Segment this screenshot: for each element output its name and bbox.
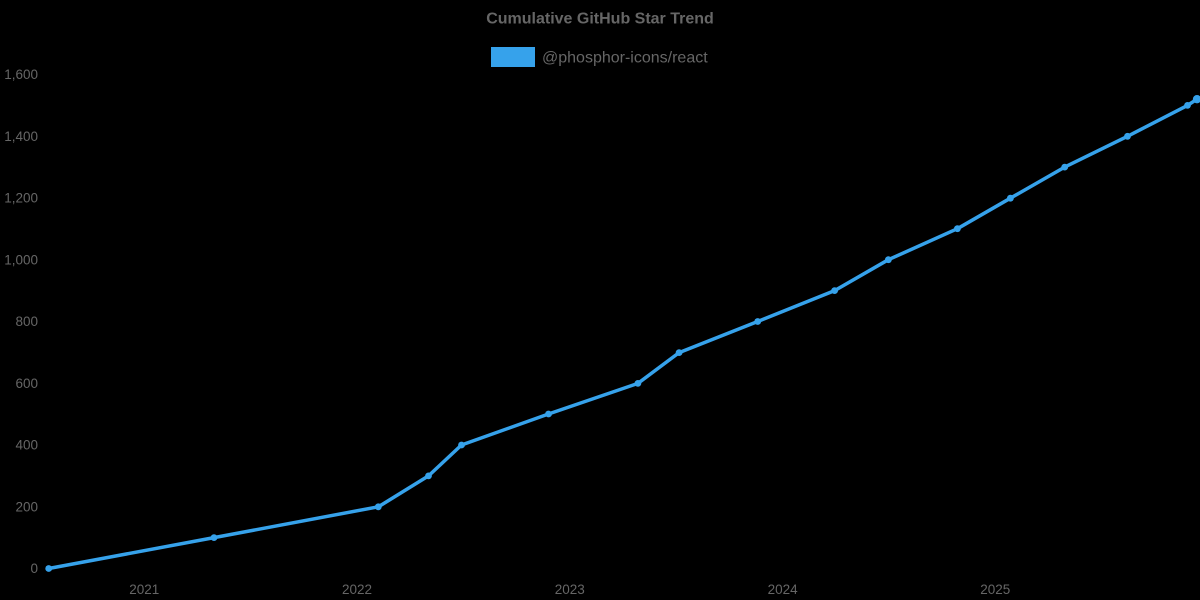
svg-text:2023: 2023 bbox=[555, 582, 585, 597]
svg-text:2024: 2024 bbox=[768, 582, 799, 597]
svg-text:1,400: 1,400 bbox=[4, 129, 38, 144]
svg-text:1,000: 1,000 bbox=[4, 252, 38, 267]
svg-text:2022: 2022 bbox=[342, 582, 372, 597]
svg-text:2025: 2025 bbox=[980, 582, 1010, 597]
svg-text:600: 600 bbox=[15, 376, 38, 391]
svg-text:2021: 2021 bbox=[129, 582, 159, 597]
svg-text:1,600: 1,600 bbox=[4, 67, 38, 82]
svg-text:1,200: 1,200 bbox=[4, 191, 38, 206]
svg-text:800: 800 bbox=[15, 314, 38, 329]
svg-text:@phosphor-icons/react: @phosphor-icons/react bbox=[542, 49, 708, 66]
svg-text:0: 0 bbox=[30, 561, 38, 576]
svg-text:Cumulative GitHub Star Trend: Cumulative GitHub Star Trend bbox=[486, 11, 714, 28]
svg-text:200: 200 bbox=[15, 499, 38, 514]
svg-text:400: 400 bbox=[15, 438, 38, 453]
